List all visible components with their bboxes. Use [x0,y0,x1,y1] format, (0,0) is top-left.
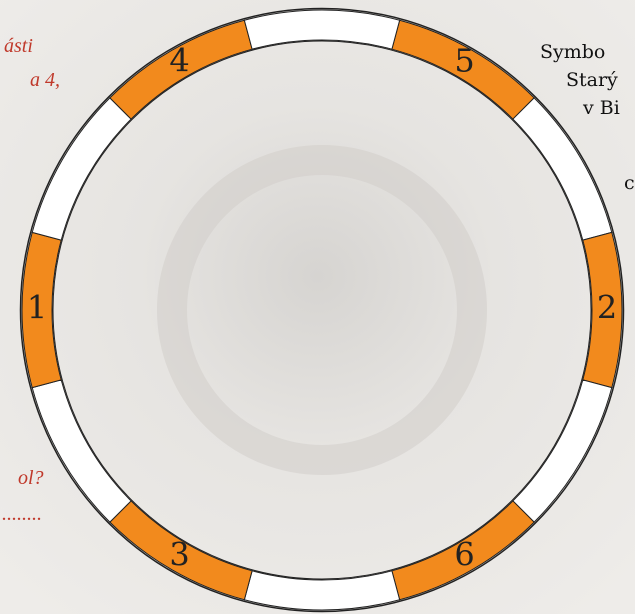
left-text: ásti [4,35,33,57]
background [0,0,635,614]
segment-number: 2 [597,289,617,327]
right-text: v Bi [582,97,620,119]
left-text: ........ [2,503,42,525]
segment-number: 1 [27,289,47,327]
right-text: Symbo [540,41,605,63]
page: 5 2 6 3 1 4 ásti a 4, ol? ........ Symbo Star… [0,0,635,614]
segment-number: 6 [454,535,474,573]
segment-number: 4 [169,42,189,80]
right-text: Starý [566,69,618,91]
left-text: a 4, [30,69,60,91]
right-text: c [624,172,635,194]
segment-number: 3 [169,535,189,573]
left-text: ol? [18,467,44,489]
segment-number: 5 [454,42,474,80]
